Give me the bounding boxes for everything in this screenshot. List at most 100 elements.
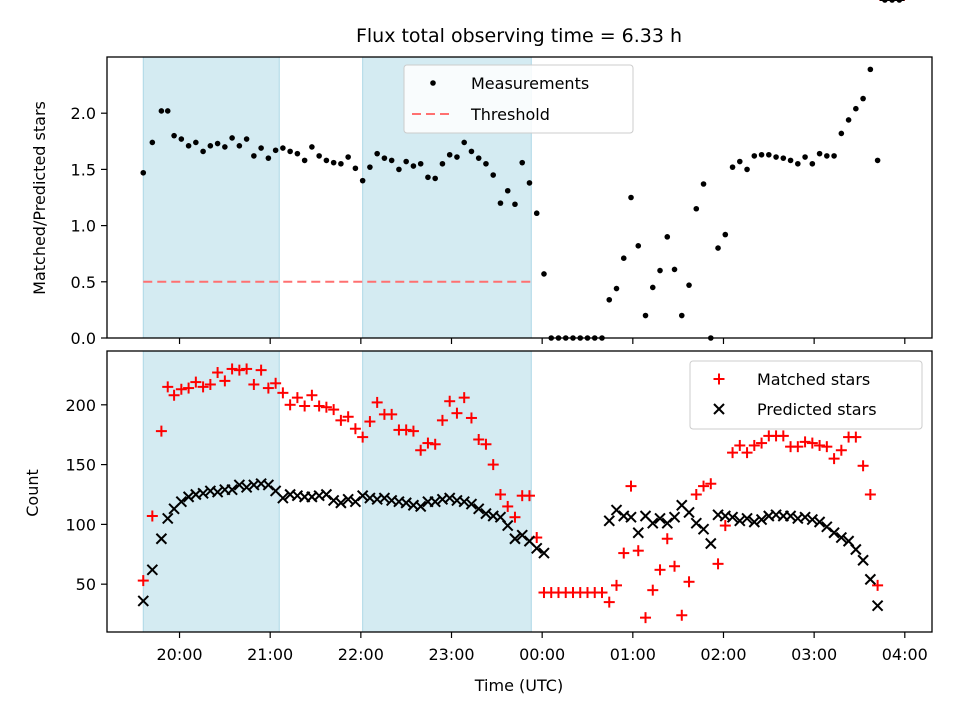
measurement-point [715,245,721,251]
x-tick-label: 20:00 [156,645,202,664]
measurement-point [272,147,279,154]
predicted-star-point [233,479,246,491]
measurement-point [439,160,446,167]
observing-window-shade [362,350,532,633]
measurement-point [309,144,315,150]
matched-star-point [698,480,710,492]
measurement-point [345,154,351,160]
measurement-point [236,142,243,149]
predicted-star-point [813,516,826,528]
matched-star-point [371,396,383,408]
ratio-legend: Measurements Threshold [403,64,634,134]
measurement-point [497,200,504,206]
matched-star-point [857,460,869,472]
x-tick-label: 02:00 [700,645,746,664]
predicted-star-point [240,481,253,494]
measurement-point [664,234,671,240]
predicted-star-point [472,503,485,515]
matched-star-point [683,576,695,588]
measurement-point [490,172,497,178]
x-tick-label: 03:00 [791,645,837,664]
matched-star-point [705,478,717,490]
count-legend: Matched stars Predicted stars [689,360,923,430]
predicted-star-point [741,512,753,525]
measurement-point [287,148,293,155]
measurement-point [258,145,264,151]
matched-star-point [436,414,448,426]
matched-star-point [342,411,354,423]
matched-star-point [864,488,876,500]
predicted-star-point [748,516,761,528]
measurement-point [773,154,779,160]
predicted-star-point [806,513,819,526]
ratio-plot-frame [106,56,933,339]
matched-star-point [850,431,862,443]
matched-star-point [212,367,224,379]
predicted-star-point [683,506,695,519]
x-tick-label: 22:00 [338,645,384,664]
count-plot-frame [106,350,933,633]
matched-star-point [357,431,369,443]
matched-star-point [523,490,535,502]
measurement-point [874,157,881,164]
matched-star-point [335,414,347,426]
count-x-ticks: 20:00 21:00 22:00 23:00 00:00 01:00 02:00 03:00… [156,632,928,664]
measurement-point [483,160,489,167]
predicted-star-point [414,500,427,513]
measurement-point [178,136,185,142]
x-tick-label: 23:00 [428,645,474,664]
x-axis-label: Time (UTC) [474,676,563,695]
predicted-star-point [400,497,412,509]
legend-measurements-label: Measurements [471,74,589,93]
matched-star-point [415,444,427,456]
matched-star-point [349,423,361,435]
predicted-star-point [458,495,470,508]
legend-measurements-marker [430,80,436,86]
matched-star-point [676,609,688,621]
matched-star-point [494,488,506,500]
matched-star-point [596,587,608,599]
ratio-legend-box [403,64,634,134]
ratio-x-ticks [178,338,906,344]
matched-star-point [233,364,245,376]
predicted-star-point [799,511,811,523]
measurement-point [265,155,272,161]
measurement-point [185,142,192,149]
measurement-point [780,155,787,161]
measurement-point [700,181,707,187]
measurement-point [642,312,649,319]
ratio-y-axis-label: Matched/Predicted stars [30,101,49,295]
matched-star-point [429,438,441,450]
legend-predicted-label: Predicted stars [757,400,877,419]
matched-star-points [137,0,905,624]
measurement-point [635,243,642,249]
measurement-point [359,177,366,184]
matched-star-point [299,400,311,412]
matched-star-point [611,579,623,591]
measurement-point [243,136,250,142]
measurement-point [867,66,874,73]
matched-star-point [364,416,376,428]
predicted-star-point [182,491,195,503]
matched-star-point [226,363,238,375]
measurement-point [417,160,424,167]
predicted-star-point [465,498,478,510]
measurement-point [519,159,526,166]
x-tick-label: 04:00 [882,645,928,664]
count-y-axis-label: Count [23,469,42,517]
measurement-point [222,144,228,150]
legend-matched-marker [713,373,725,385]
measurement-points [140,0,903,341]
y-tick-label: 2.0 [71,104,96,123]
ratio-panel: 0.00.51.01.52.0 Matched/Predicted stars … [30,0,933,348]
measurement-point [802,154,808,160]
x-tick-label: 21:00 [247,645,293,664]
y-tick-label: 50 [76,575,96,594]
measurement-point [758,151,765,158]
matched-star-point [162,381,174,393]
measurement-point [149,139,156,146]
count-legend-box [689,360,923,430]
measurement-point [816,150,823,157]
measurement-point [693,205,700,212]
predicted-star-point [864,573,877,586]
